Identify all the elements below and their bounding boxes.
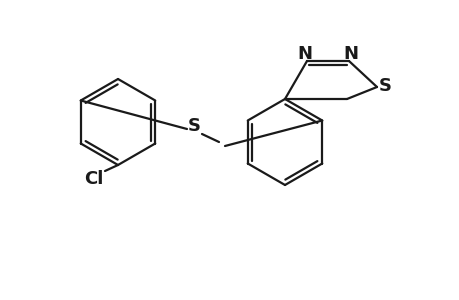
Text: Cl: Cl — [84, 170, 103, 188]
Text: S: S — [378, 77, 391, 95]
Text: S: S — [187, 117, 200, 135]
Text: N: N — [343, 45, 358, 63]
Text: N: N — [297, 45, 312, 63]
